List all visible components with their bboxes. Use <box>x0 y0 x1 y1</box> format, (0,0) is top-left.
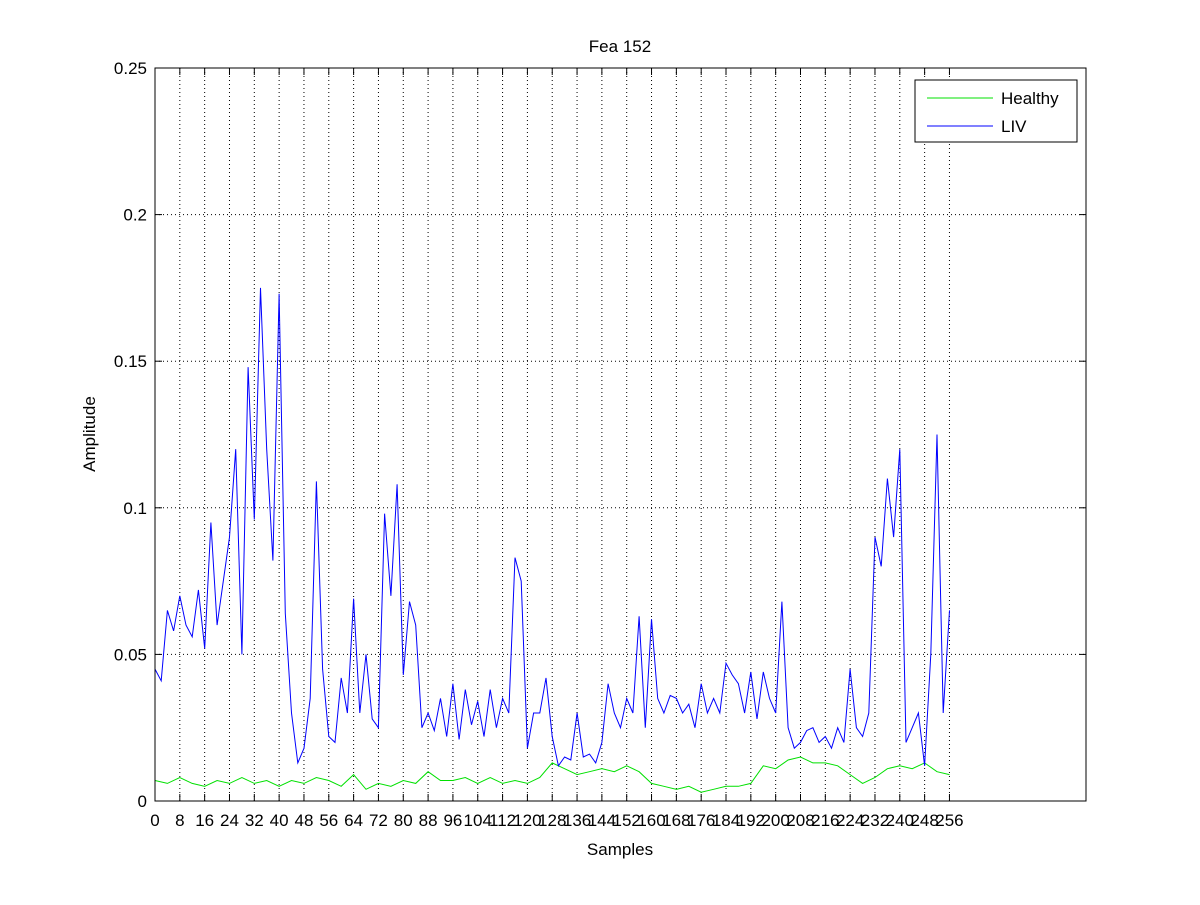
plot-area-frame <box>154 67 1087 802</box>
chart-title: Fea 152 <box>589 37 651 56</box>
x-tick-label: 8 <box>175 811 184 830</box>
x-tick-label: 112 <box>489 811 516 830</box>
x-tick-label: 224 <box>836 811 864 830</box>
x-tick-label: 160 <box>637 811 665 830</box>
x-tick-label: 64 <box>344 811 363 830</box>
x-tick-label: 0 <box>150 811 159 830</box>
x-tick-label: 80 <box>394 811 413 830</box>
y-tick-label: 0.15 <box>114 352 147 371</box>
x-tick-label: 136 <box>563 811 591 830</box>
x-tick-label: 232 <box>861 811 889 830</box>
x-tick-label: 216 <box>811 811 839 830</box>
y-tick-label: 0 <box>138 792 147 811</box>
x-tick-label: 128 <box>538 811 566 830</box>
x-axis-label: Samples <box>587 840 653 859</box>
x-tick-label: 120 <box>513 811 541 830</box>
x-tick-label: 16 <box>195 811 214 830</box>
x-tick-label: 200 <box>761 811 789 830</box>
x-tick-label: 56 <box>319 811 338 830</box>
x-tick-label: 104 <box>464 811 492 830</box>
grid <box>154 68 1086 801</box>
legend: Healthy LIV <box>914 79 1078 143</box>
axis-ticks: 0 8 16 24 32 40 48 56 64 72 80 88 96 1041121201281361… <box>114 59 1086 830</box>
series-line-liv <box>154 287 950 768</box>
x-tick-label: 168 <box>662 811 690 830</box>
y-tick-label: 0.1 <box>123 499 147 518</box>
y-axis-label: Amplitude <box>80 396 99 472</box>
x-tick-label: 40 <box>270 811 289 830</box>
y-tick-label: 0.25 <box>114 59 147 78</box>
x-tick-label: 208 <box>786 811 814 830</box>
x-tick-label: 240 <box>886 811 914 830</box>
x-tick-label: 248 <box>910 811 938 830</box>
x-tick-label: 72 <box>369 811 388 830</box>
x-tick-label: 32 <box>245 811 264 830</box>
series-line-healthy <box>154 756 950 793</box>
legend-box <box>914 79 1078 143</box>
x-tick-label: 96 <box>443 811 462 830</box>
legend-label-healthy: Healthy <box>1001 89 1059 108</box>
x-tick-label: 176 <box>687 811 715 830</box>
series-lines <box>154 287 950 793</box>
x-tick-label: 24 <box>220 811 239 830</box>
y-tick-label: 0.05 <box>114 645 147 664</box>
x-tick-label: 152 <box>613 811 641 830</box>
x-tick-label: 192 <box>737 811 765 830</box>
x-tick-label: 184 <box>712 811 740 830</box>
x-tick-label: 144 <box>588 811 616 830</box>
y-tick-label: 0.2 <box>123 206 147 225</box>
legend-label-liv: LIV <box>1001 117 1027 136</box>
x-tick-label: 256 <box>935 811 963 830</box>
x-tick-label: 88 <box>419 811 438 830</box>
x-tick-label: 48 <box>294 811 313 830</box>
